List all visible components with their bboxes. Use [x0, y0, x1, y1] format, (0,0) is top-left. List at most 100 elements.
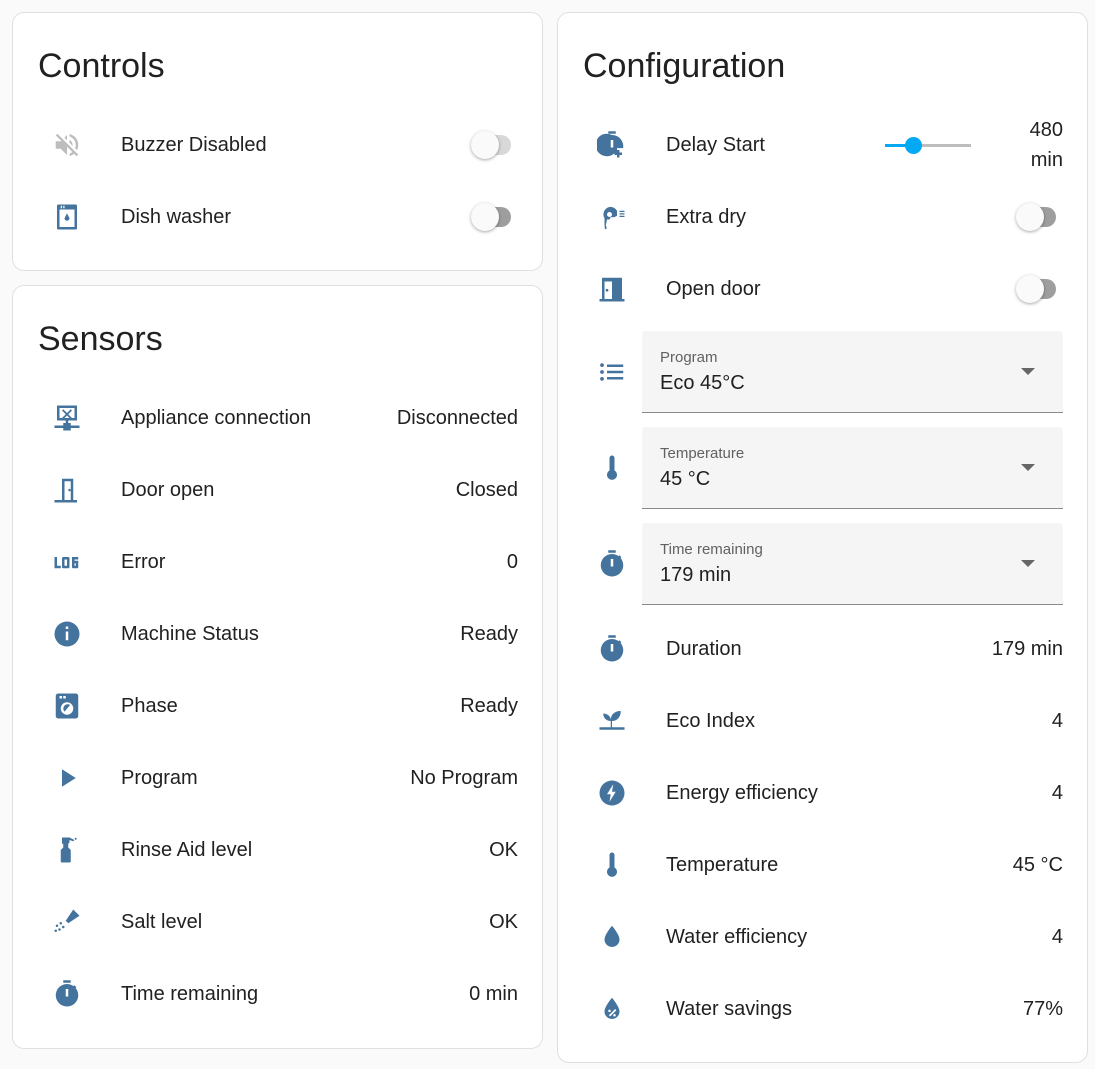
- math-log-icon: [51, 546, 83, 578]
- control-row: Dish washer: [13, 181, 542, 253]
- row-value: 77%: [1022, 997, 1063, 1020]
- row-label: Rinse Aid level: [121, 838, 253, 861]
- row-label: Buzzer Disabled: [121, 133, 267, 156]
- door-icon: [51, 474, 83, 506]
- config-sensor-row: Temperature 45 °C: [558, 829, 1087, 901]
- sensor-row: Program No Program: [13, 742, 542, 814]
- volume-off-icon: [51, 129, 83, 161]
- select-temperature[interactable]: Temperature 45 °C: [607, 427, 1063, 509]
- sensor-row: Door open Closed: [13, 454, 542, 526]
- row-label: Program: [121, 766, 198, 789]
- row-label: Eco Index: [666, 709, 755, 732]
- slider-thumb[interactable]: [904, 137, 922, 154]
- toggle-switch[interactable]: [1016, 275, 1056, 303]
- toggle-knob: [471, 203, 499, 231]
- config-sensor-row: Water efficiency 4: [558, 901, 1087, 973]
- row-value: OK: [489, 910, 518, 933]
- sensor-row: Rinse Aid level OK: [13, 814, 542, 886]
- sensor-row: Error 0: [13, 526, 542, 598]
- row-value: No Program: [410, 766, 518, 789]
- play-icon: [51, 762, 83, 794]
- toggle-knob: [1016, 275, 1044, 303]
- sensor-row: Machine Status Ready: [13, 598, 542, 670]
- card-title: Controls: [38, 47, 165, 85]
- select-program[interactable]: Program Eco 45°C: [600, 331, 1063, 413]
- shaker-icon: [51, 906, 83, 938]
- toggle-switch[interactable]: [471, 131, 511, 159]
- config-toggle-row[interactable]: Extra dry: [558, 181, 1087, 253]
- thermometer-icon: [596, 849, 628, 881]
- config-sensor-row: Duration 179 min: [558, 613, 1087, 685]
- card-title: Sensors: [38, 320, 163, 358]
- delay-start-row: Delay Start 480 min: [558, 109, 1087, 181]
- row-value: OK: [489, 838, 518, 861]
- config-sensor-row: Eco Index 4: [558, 685, 1087, 757]
- timer-icon: [596, 548, 628, 580]
- water-percent-icon: [596, 993, 628, 1025]
- dropdown-arrow-icon: [1021, 560, 1035, 567]
- sensors-card: Sensors Appliance connection Disconnected…: [12, 285, 543, 1049]
- sensor-row: Time remaining 0 min: [13, 958, 542, 1030]
- config-sensor-row: Energy efficiency 4: [558, 757, 1087, 829]
- row-label: Appliance connection: [121, 406, 312, 429]
- row-value: 45 °C: [1012, 853, 1063, 876]
- spray-bottle-icon: [51, 834, 83, 866]
- toggle-switch[interactable]: [471, 203, 511, 231]
- washing-machine-icon: [51, 690, 83, 722]
- row-label: Error: [121, 550, 166, 573]
- row-label: Door open: [121, 478, 215, 501]
- row-value: Disconnected: [396, 406, 518, 429]
- door-open-icon: [596, 273, 628, 305]
- sensor-row: Appliance connection Disconnected: [13, 382, 542, 454]
- sprout-icon: [596, 705, 628, 737]
- toggle-knob: [471, 131, 499, 159]
- row-label: Open door: [666, 277, 761, 300]
- information-icon: [51, 618, 83, 650]
- dishwasher-icon: [51, 201, 83, 233]
- row-value: 4: [1051, 925, 1063, 948]
- card-title: Configuration: [583, 47, 786, 85]
- toggle-switch[interactable]: [1016, 203, 1056, 231]
- row-label: Time remaining: [121, 982, 259, 1005]
- lightning-bolt-circle-icon: [596, 777, 628, 809]
- lan-disconnect-icon: [51, 402, 83, 434]
- row-label: Dish washer: [121, 205, 232, 228]
- thermometer-icon: [596, 452, 628, 484]
- format-list-bulleted-icon: [596, 356, 628, 388]
- dropdown-arrow-icon: [1021, 464, 1035, 471]
- timer-plus-icon: [596, 129, 628, 161]
- config-toggle-row[interactable]: Open door: [558, 253, 1087, 325]
- select-value: Eco 45°C: [660, 372, 745, 394]
- row-label: Duration: [666, 637, 742, 660]
- select-value: 179 min: [660, 564, 732, 586]
- row-label: Phase: [121, 694, 178, 717]
- row-value: 480 min: [1029, 119, 1063, 171]
- row-label: Water savings: [666, 997, 792, 1020]
- row-label: Extra dry: [666, 205, 747, 228]
- row-value: 0: [506, 550, 518, 573]
- row-label: Energy efficiency: [666, 781, 818, 804]
- dropdown-arrow-icon: [1021, 368, 1035, 375]
- select-label: Program: [660, 349, 718, 366]
- row-value: 4: [1051, 781, 1063, 804]
- row-label: Salt level: [121, 910, 203, 933]
- row-label: Delay Start: [666, 133, 765, 156]
- delay-start-slider[interactable]: [885, 135, 971, 155]
- sensor-row: Salt level OK: [13, 886, 542, 958]
- select-time-remaining[interactable]: Time remaining 179 min: [600, 523, 1063, 605]
- row-value: Ready: [460, 694, 518, 717]
- row-label: Water efficiency: [666, 925, 808, 948]
- select-value: 45 °C: [660, 468, 711, 490]
- row-value: 4: [1051, 709, 1063, 732]
- row-value: 0 min: [469, 982, 518, 1005]
- water-icon: [596, 921, 628, 953]
- row-value: 179 min: [991, 637, 1063, 660]
- row-value: Closed: [455, 478, 518, 501]
- row-label: Temperature: [666, 853, 779, 876]
- row-value: Ready: [460, 622, 518, 645]
- controls-card: Controls Buzzer Disabled Dish washer: [12, 12, 543, 271]
- hair-dryer-icon: [596, 201, 628, 233]
- select-label: Temperature: [660, 445, 745, 462]
- row-label: Machine Status: [121, 622, 259, 645]
- sensor-row: Phase Ready: [13, 670, 542, 742]
